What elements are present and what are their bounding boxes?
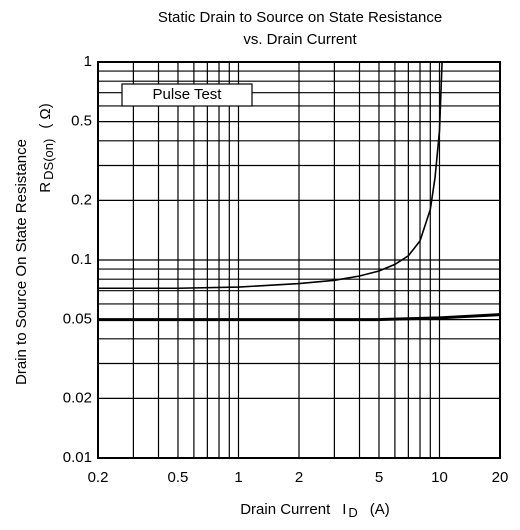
y-tick-label: 0.05 (63, 311, 92, 328)
y-axis-label: Drain to Source On State Resistance (13, 139, 30, 385)
annotation-box (121, 83, 253, 107)
x-tick-label: 0.5 (168, 469, 189, 486)
x-tick-label: 10 (431, 469, 448, 486)
x-tick-label: 5 (375, 469, 383, 486)
annotation: Pulse Test (153, 86, 223, 103)
line-series (98, 313, 501, 322)
y-tick-label: 1 (84, 53, 92, 70)
x-axis-label: Drain Current I D (A) (240, 501, 390, 520)
line-series (98, 61, 443, 290)
y-axis-label-part: R (37, 182, 54, 193)
plot-frame (97, 61, 501, 459)
y-tick-label: 0.02 (63, 389, 92, 406)
x-axis-label-part: I (342, 501, 346, 518)
y-axis-label: R DS(on) ( Ω) (37, 103, 56, 192)
x-tick-label: 1 (234, 469, 242, 486)
y-axis-label-part: ( Ω) (37, 103, 54, 128)
y-tick-label: 0.5 (71, 113, 92, 130)
x-tick-label: 20 (492, 469, 509, 486)
chart-title: vs. Drain Current (243, 31, 357, 48)
y-tick-label: 0.1 (71, 251, 92, 268)
y-tick-label: 0.2 (71, 191, 92, 208)
x-axis-label-part: (A) (370, 501, 390, 518)
x-tick-label: 2 (295, 469, 303, 486)
y-axis-label-part: DS(on) (41, 139, 56, 180)
y-tick-label: 0.01 (63, 449, 92, 466)
x-axis-label-part: D (348, 505, 357, 520)
x-tick-label: 0.2 (88, 469, 109, 486)
x-axis-label-part: Drain Current (240, 501, 331, 518)
chart-title: Static Drain to Source on State Resistan… (158, 9, 442, 26)
